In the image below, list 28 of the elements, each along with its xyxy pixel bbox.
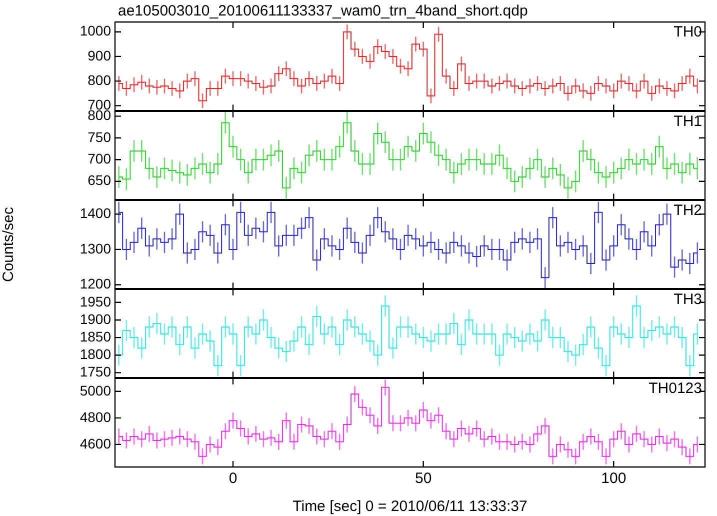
x-tick-label: 100 bbox=[601, 470, 626, 488]
y-tick-label: 650 bbox=[88, 172, 112, 188]
x-tick-label: 0 bbox=[228, 470, 238, 488]
annotation: TH2 bbox=[674, 202, 702, 220]
y-tick-label: 4800 bbox=[80, 408, 112, 425]
y-tick-label: 1850 bbox=[80, 328, 112, 344]
y-tick-label: 5000 bbox=[80, 382, 112, 398]
y-tick-label: 1400 bbox=[80, 205, 112, 222]
y-tick-label: 900 bbox=[88, 47, 112, 64]
y-tick-label: 1750 bbox=[80, 364, 112, 380]
annotation: TH1 bbox=[674, 113, 702, 130]
x-tick-label: 50 bbox=[414, 470, 432, 488]
y-tick-label: 700 bbox=[88, 150, 112, 166]
annotation: TH0 bbox=[674, 24, 702, 41]
y-tick-label: 800 bbox=[88, 72, 112, 88]
y-tick-label: 1200 bbox=[80, 276, 112, 292]
y-tick-label: 1000 bbox=[80, 22, 112, 39]
y-axis-title: Counts/sec bbox=[0, 206, 18, 282]
y-tick-label: 1300 bbox=[80, 240, 112, 256]
y-tick-label: 750 bbox=[88, 128, 112, 145]
y-tick-label: 1800 bbox=[80, 346, 112, 362]
chart-title: ae105003010_20100611133337_wam0_trn_4band_short.qdp bbox=[118, 2, 528, 20]
annotation: TH3 bbox=[674, 291, 702, 308]
y-tick-label: 1950 bbox=[80, 293, 112, 310]
y-tick-label: 4600 bbox=[80, 435, 112, 452]
y-tick-label: 1900 bbox=[80, 310, 112, 327]
x-axis-title: Time [sec] 0 = 2010/06/11 13:33:37 bbox=[292, 498, 528, 516]
annotation: TH0123 bbox=[648, 380, 702, 398]
